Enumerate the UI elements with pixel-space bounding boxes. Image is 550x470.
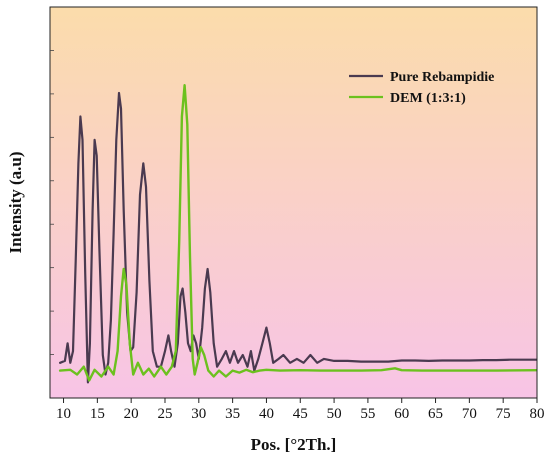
x-tick-label: 70 (462, 406, 477, 422)
x-axis: 10 15 20 25 30 35 40 45 50 55 60 65 70 75 80 (56, 398, 545, 422)
legend-label-0: Pure Rebampidie (390, 70, 494, 85)
y-axis (50, 50, 54, 355)
x-tick-label: 55 (360, 406, 375, 422)
x-tick-label: 50 (327, 406, 342, 422)
x-tick-label: 65 (428, 406, 443, 422)
x-tick-label: 45 (293, 406, 308, 422)
x-tick-label: 15 (90, 406, 105, 422)
x-tick-label: 40 (259, 406, 274, 422)
legend-label-1: DEM (1:3:1) (390, 91, 466, 106)
x-tick-label: 25 (157, 406, 172, 422)
x-tick-label: 30 (191, 406, 206, 422)
y-axis-label: Intensity (a.u) (6, 151, 25, 253)
x-axis-label: Pos. [°2Th.] (251, 435, 337, 454)
series-line-1 (58, 84, 537, 382)
plot-frame (49, 6, 538, 399)
x-tick-label: 35 (225, 406, 240, 422)
x-tick-label: 75 (496, 406, 511, 422)
plot-background (50, 7, 537, 398)
x-tick-label: 60 (394, 406, 409, 422)
x-tick-label: 80 (530, 406, 545, 422)
series-line-0 (59, 91, 537, 384)
x-tick-label: 20 (124, 406, 139, 422)
x-tick-label: 10 (56, 406, 71, 422)
legend: Pure Rebampidie DEM (1:3:1) (349, 70, 494, 106)
